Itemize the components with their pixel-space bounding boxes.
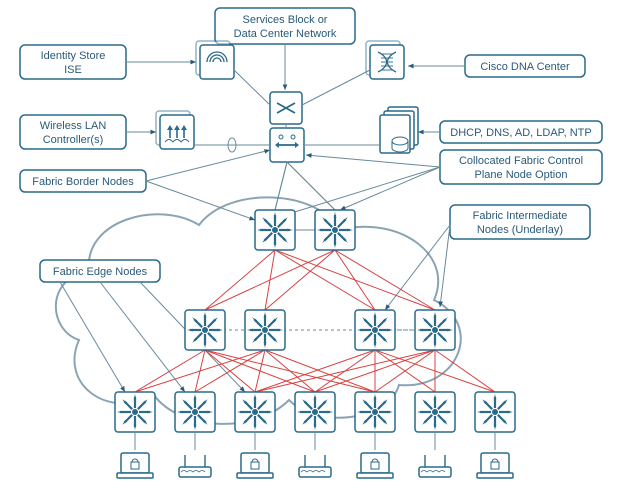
intermediate-switch-2 — [355, 310, 395, 350]
edge-switch-4 — [355, 392, 395, 432]
server-stack-icon — [380, 107, 418, 153]
svg-text:Cisco DNA Center: Cisco DNA Center — [480, 61, 570, 73]
svg-text:DHCP, DNS, AD, LDAP, NTP: DHCP, DNS, AD, LDAP, NTP — [450, 127, 591, 139]
svg-text:Plane Node Option: Plane Node Option — [475, 169, 568, 181]
svg-text:Identity Store: Identity Store — [41, 50, 106, 62]
svg-text:Controller(s): Controller(s) — [43, 134, 104, 146]
access-point-2 — [419, 455, 451, 477]
border-switch-0 — [255, 210, 295, 250]
collocated-cp-label: Collocated Fabric Control Plane Node Opti… — [440, 150, 602, 184]
fingerprint-icon — [196, 41, 234, 79]
distribution-switch-icon — [270, 92, 302, 124]
intermediate-switch-3 — [415, 310, 455, 350]
endpoint-laptop-0 — [117, 453, 153, 478]
services-block-label: Services Block or Data Center Network — [215, 8, 355, 44]
endpoint-laptop-2 — [357, 453, 393, 478]
core-switch-icon — [270, 128, 304, 162]
access-point-0 — [179, 455, 211, 477]
edge-switch-6 — [475, 392, 515, 432]
dhcp-label: DHCP, DNS, AD, LDAP, NTP — [440, 121, 602, 143]
svg-text:Fabric Border Nodes: Fabric Border Nodes — [32, 176, 134, 188]
edge-nodes-label: Fabric Edge Nodes — [40, 260, 160, 282]
edge-switch-5 — [415, 392, 455, 432]
dna-icon — [366, 41, 404, 79]
identity-store-label: Identity Store ISE — [20, 45, 126, 79]
svg-text:Data Center Network: Data Center Network — [234, 28, 337, 40]
wlc-label: Wireless LAN Controller(s) — [20, 115, 126, 149]
svg-text:Fabric Intermediate: Fabric Intermediate — [473, 210, 568, 222]
edge-switch-2 — [235, 392, 275, 432]
svg-text:Fabric Edge Nodes: Fabric Edge Nodes — [53, 266, 148, 278]
intermediate-switch-0 — [185, 310, 225, 350]
edge-switch-0 — [115, 392, 155, 432]
border-switch-1 — [315, 210, 355, 250]
edge-switch-3 — [295, 392, 335, 432]
endpoint-laptop-1 — [237, 453, 273, 478]
intermediate-nodes-label: Fabric Intermediate Nodes (Underlay) — [450, 205, 590, 239]
svg-text:Collocated Fabric Control: Collocated Fabric Control — [459, 155, 583, 167]
endpoint-laptop-3 — [477, 453, 513, 478]
dna-center-label: Cisco DNA Center — [465, 55, 585, 77]
svg-text:ISE: ISE — [64, 64, 82, 76]
access-point-1 — [299, 455, 331, 477]
wlc-icon — [156, 111, 194, 149]
svg-text:Services Block or: Services Block or — [243, 14, 328, 26]
svg-text:Wireless LAN: Wireless LAN — [40, 120, 107, 132]
network-diagram: Services Block or Data Center Network Iden… — [0, 0, 617, 501]
svg-text:Nodes (Underlay): Nodes (Underlay) — [477, 224, 563, 236]
fabric-border-label: Fabric Border Nodes — [20, 170, 146, 192]
intermediate-switch-1 — [245, 310, 285, 350]
edge-switch-1 — [175, 392, 215, 432]
